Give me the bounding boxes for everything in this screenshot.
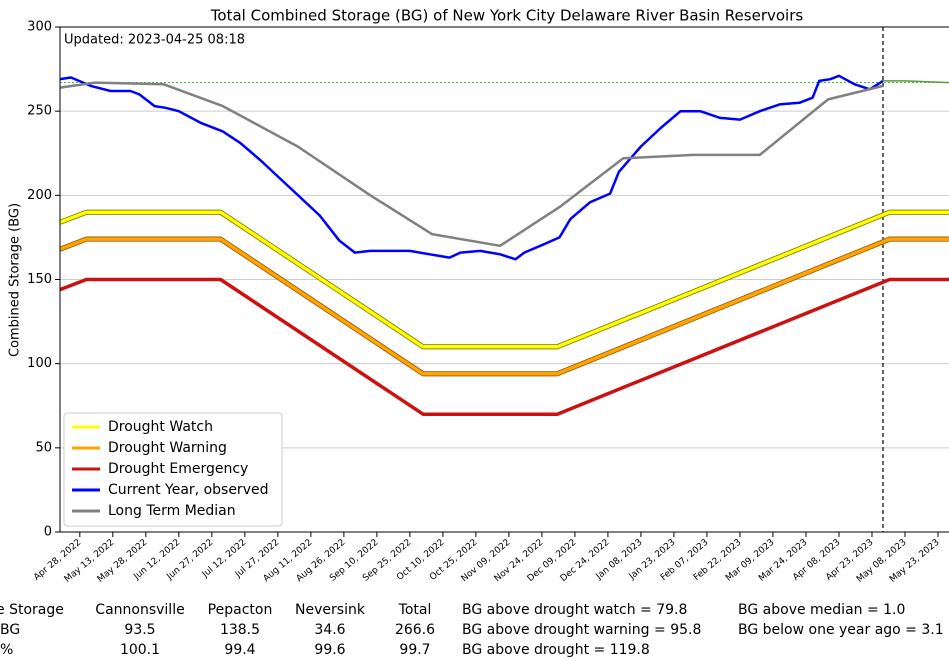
chart-title: Total Combined Storage (BG) of New York … (210, 7, 804, 25)
table-cell: 93.5 (124, 622, 155, 638)
y-tick-label: 100 (27, 356, 52, 371)
y-tick-label: 0 (44, 525, 52, 540)
table-cell: 99.6 (314, 642, 345, 658)
legend-label: Long Term Median (108, 503, 236, 519)
table-cell: BG (0, 622, 20, 638)
y-tick-label: 50 (35, 440, 52, 455)
series-outline (60, 236, 949, 377)
note: BG above drought warning = 95.8 (462, 622, 701, 638)
series-line (60, 81, 884, 248)
table-header: Cannonsville (95, 602, 184, 618)
note: BG above drought watch = 79.8 (462, 602, 687, 618)
table-cell: % (0, 642, 13, 658)
table-cell: 99.4 (224, 642, 255, 658)
series-line (60, 210, 949, 349)
y-tick-label: 150 (27, 272, 52, 287)
table-header: Total (398, 602, 432, 618)
y-tick-label: 250 (27, 104, 52, 119)
legend-box (63, 412, 283, 527)
note: BG above drought = 119.8 (462, 642, 650, 658)
table-cell: 266.6 (395, 622, 435, 638)
series-line (60, 237, 949, 376)
annotation: Updated: 2023-04-25 08:18 (64, 33, 245, 48)
table-cell: 100.1 (120, 642, 160, 658)
note: BG below one year ago = 3.1 (738, 622, 944, 638)
legend-label: Drought Warning (108, 440, 227, 456)
table-cell: 34.6 (314, 622, 345, 638)
legend-label: Drought Watch (108, 419, 213, 435)
series-line (883, 80, 949, 84)
series-line (60, 74, 884, 261)
y-axis-label: Combined Storage (BG) (8, 203, 23, 357)
plot-frame (59, 26, 949, 533)
y-tick-label: 300 (27, 20, 52, 35)
table-cell: 99.7 (399, 642, 430, 658)
y-tick-label: 200 (27, 188, 52, 203)
legend-label: Current Year, observed (108, 482, 268, 498)
table-header: Neversink (295, 602, 366, 618)
note: BG above median = 1.0 (738, 602, 905, 618)
legend-label: Drought Emergency (108, 461, 248, 477)
series-line (60, 277, 949, 416)
table-header: Pepacton (208, 602, 273, 618)
table-header: e Storage (0, 602, 64, 618)
table-cell: 138.5 (220, 622, 260, 638)
